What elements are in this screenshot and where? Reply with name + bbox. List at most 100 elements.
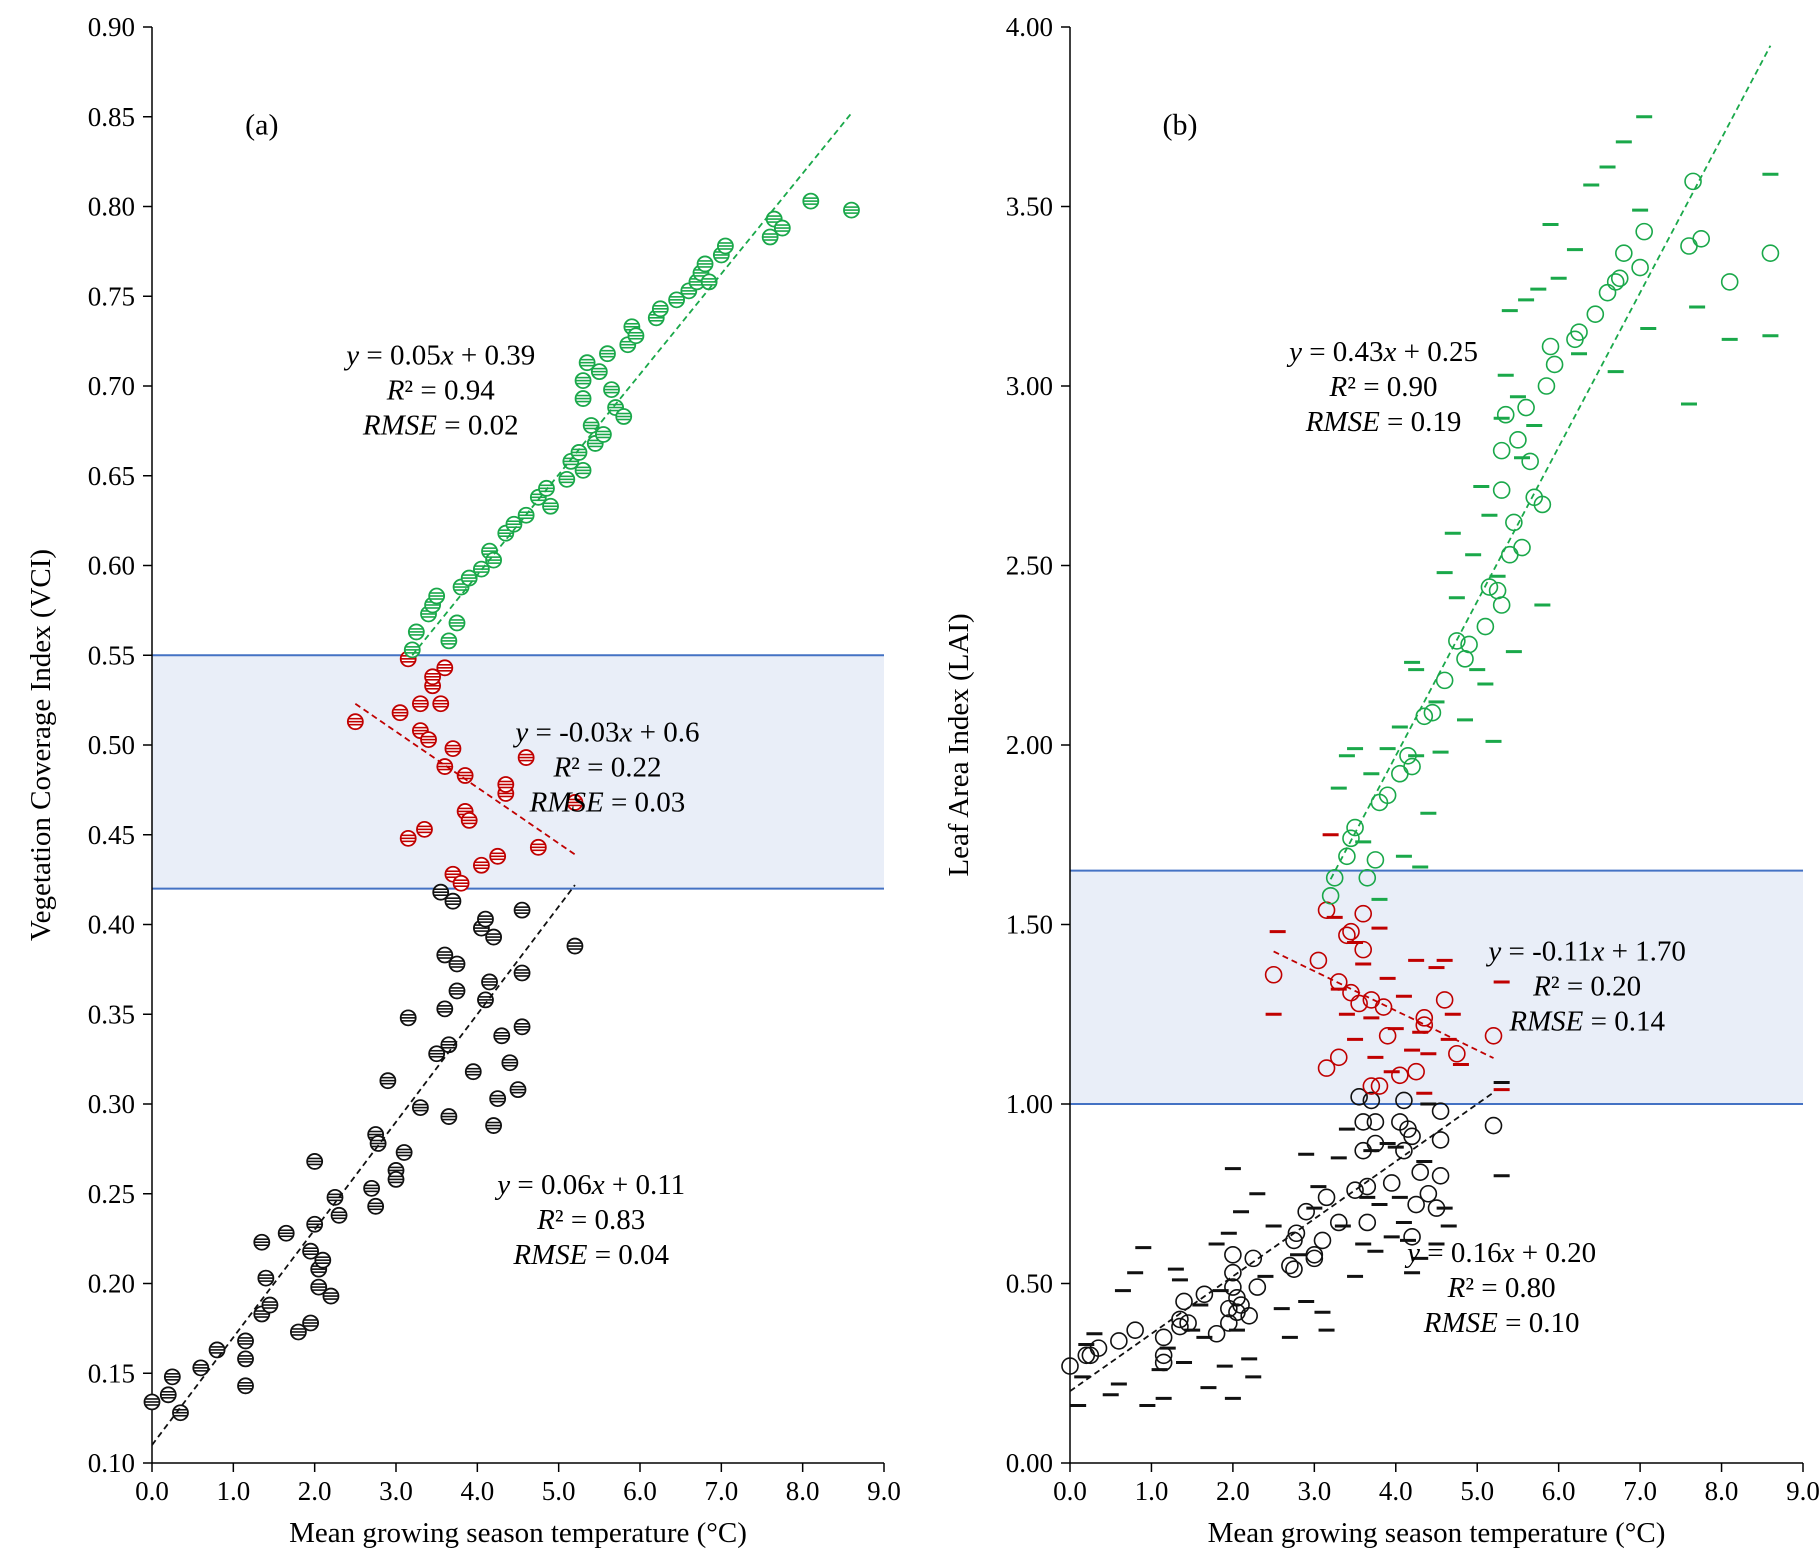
data-point <box>1427 1199 1446 1217</box>
r-squared: R² = 0.22 <box>552 751 661 783</box>
data-point <box>1358 1213 1377 1232</box>
r-squared: R² = 0.80 <box>1447 1272 1556 1304</box>
data-point <box>1720 273 1739 291</box>
data-point <box>1513 538 1531 557</box>
data-point <box>1521 452 1539 471</box>
chart-panel-b: 0.0 1.0 2.0 3.0 4.0 5.0 6.0 7.0 8.0 9.0 0.00 0.50 1.… <box>943 12 1820 1549</box>
data-point <box>1297 1202 1315 1221</box>
data-point <box>1615 244 1633 262</box>
y-tick-label: 0.45 <box>88 820 135 850</box>
y-tick-label: 2.50 <box>1006 551 1053 581</box>
data-point <box>1350 994 1368 1013</box>
x-tick-label: 1.0 <box>1135 1476 1169 1506</box>
data-point <box>1395 1141 1413 1160</box>
data-point <box>1407 1062 1425 1081</box>
x-tick-label: 2.0 <box>1216 1476 1250 1506</box>
rmse: RMSE = 0.14 <box>1508 1005 1665 1037</box>
data-point <box>1287 1224 1306 1243</box>
data-point <box>1305 1245 1324 1264</box>
data-point <box>1598 283 1617 302</box>
data-point <box>1175 1292 1193 1311</box>
data-point <box>1448 1044 1466 1063</box>
trend-line <box>1329 45 1772 880</box>
data-point <box>1354 1113 1372 1131</box>
data-point <box>1362 1091 1381 1110</box>
x-tick-label: 9.0 <box>867 1476 901 1506</box>
data-point <box>1423 703 1442 722</box>
chart-panel-a: 0.0 1.0 2.0 3.0 4.0 5.0 6.0 7.0 8.0 9.0 0.10 0.15 0.… <box>25 12 901 1549</box>
data-point <box>1382 1174 1401 1192</box>
r-squared: R² = 0.94 <box>386 374 496 406</box>
data-point <box>1460 635 1478 654</box>
x-tick-label: 9.0 <box>1786 1476 1820 1506</box>
data-point <box>1684 172 1702 191</box>
data-point <box>1354 904 1372 923</box>
x-tick-label: 6.0 <box>1542 1476 1576 1506</box>
x-tick-label: 6.0 <box>623 1476 657 1506</box>
data-point <box>1448 632 1466 650</box>
data-point <box>1110 1332 1128 1350</box>
y-tick-label: 0.40 <box>88 910 135 940</box>
data-point <box>1761 244 1780 262</box>
data-point <box>1171 1317 1189 1336</box>
data-point <box>1378 1026 1397 1045</box>
data-point <box>1570 323 1588 341</box>
data-point <box>1586 305 1605 324</box>
y-tick-label: 0.25 <box>88 1179 135 1209</box>
data-point <box>1329 1048 1348 1067</box>
data-point <box>1244 1249 1263 1268</box>
data-point <box>1435 671 1454 690</box>
regression-equation: y = 0.06x + 0.11 <box>494 1169 685 1201</box>
data-point <box>1281 1256 1299 1275</box>
band-shade <box>1070 870 1803 1104</box>
data-point <box>1391 1066 1409 1085</box>
regression-equation: y = 0.43x + 0.25 <box>1286 336 1478 368</box>
data-point <box>1358 869 1377 887</box>
y-tick-label: 1.50 <box>1006 910 1053 940</box>
y-tick-label: 0.30 <box>88 1089 135 1119</box>
data-point <box>1378 786 1397 805</box>
data-point <box>1309 951 1328 970</box>
data-point <box>1342 829 1360 848</box>
y-tick-label: 0.60 <box>88 551 135 581</box>
data-point <box>1374 998 1393 1016</box>
x-tick-label: 3.0 <box>1297 1476 1331 1506</box>
data-point <box>1346 818 1364 837</box>
data-point <box>1492 596 1511 614</box>
data-point <box>1329 973 1348 991</box>
band-shade <box>152 655 884 889</box>
y-tick-label: 0.50 <box>1006 1269 1053 1299</box>
data-point <box>1407 1195 1425 1214</box>
y-axis-label: Leaf Area Index (LAI) <box>943 613 975 876</box>
x-tick-label: 0.0 <box>1053 1476 1087 1506</box>
data-point <box>1329 1213 1348 1232</box>
data-point <box>1533 495 1552 514</box>
data-point <box>1692 230 1710 248</box>
data-point <box>1321 886 1340 905</box>
y-tick-label: 0.50 <box>88 730 135 760</box>
trend-line <box>411 112 853 656</box>
x-tick-label: 8.0 <box>1705 1476 1739 1506</box>
x-tick-label: 2.0 <box>298 1476 332 1506</box>
rmse: RMSE = 0.04 <box>512 1239 669 1271</box>
data-point <box>1399 746 1417 765</box>
x-tick-label: 5.0 <box>542 1476 576 1506</box>
data-point <box>1338 926 1356 945</box>
x-tick-label: 4.0 <box>1379 1476 1413 1506</box>
trend-line <box>1273 950 1494 1059</box>
data-point <box>1285 1260 1303 1278</box>
data-point <box>1313 1231 1332 1250</box>
data-point <box>1391 764 1409 783</box>
r-squared: R² = 0.20 <box>1532 970 1641 1002</box>
data-point <box>1089 1339 1108 1357</box>
y-tick-label: 3.50 <box>1006 192 1053 222</box>
x-tick-label: 7.0 <box>1623 1476 1657 1506</box>
x-tick-label: 5.0 <box>1460 1476 1494 1506</box>
data-point <box>1492 481 1511 499</box>
x-tick-label: 4.0 <box>460 1476 494 1506</box>
data-point <box>1240 1307 1258 1325</box>
data-point <box>1366 1113 1385 1131</box>
